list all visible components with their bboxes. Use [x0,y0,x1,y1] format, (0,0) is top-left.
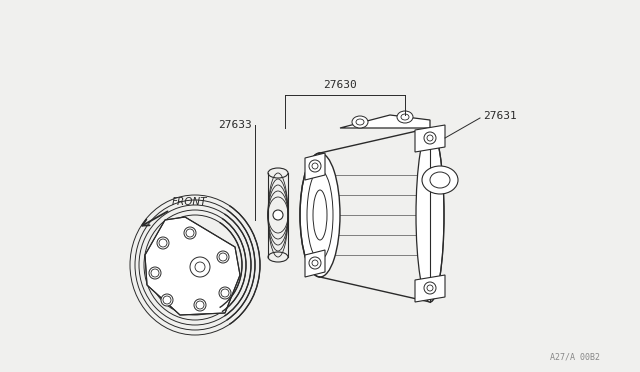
Ellipse shape [184,227,196,239]
Polygon shape [340,115,430,128]
Ellipse shape [219,287,231,299]
Ellipse shape [149,267,161,279]
Polygon shape [415,275,445,302]
Ellipse shape [424,132,436,144]
Polygon shape [305,153,325,180]
Ellipse shape [273,210,283,220]
Polygon shape [415,125,445,152]
Ellipse shape [194,299,206,311]
Text: FRONT: FRONT [172,197,207,207]
Ellipse shape [217,251,229,263]
Ellipse shape [300,153,340,277]
Ellipse shape [397,111,413,123]
Ellipse shape [309,257,321,269]
Text: 27631: 27631 [483,111,516,121]
Ellipse shape [161,294,173,306]
Text: 27633: 27633 [218,120,252,130]
Text: 27630: 27630 [323,80,357,90]
Polygon shape [305,250,325,277]
Ellipse shape [416,128,444,302]
Polygon shape [145,217,240,315]
Text: A27/A 00B2: A27/A 00B2 [550,353,600,362]
Ellipse shape [422,166,458,194]
Ellipse shape [309,160,321,172]
Ellipse shape [352,116,368,128]
Ellipse shape [424,282,436,294]
Ellipse shape [157,237,169,249]
